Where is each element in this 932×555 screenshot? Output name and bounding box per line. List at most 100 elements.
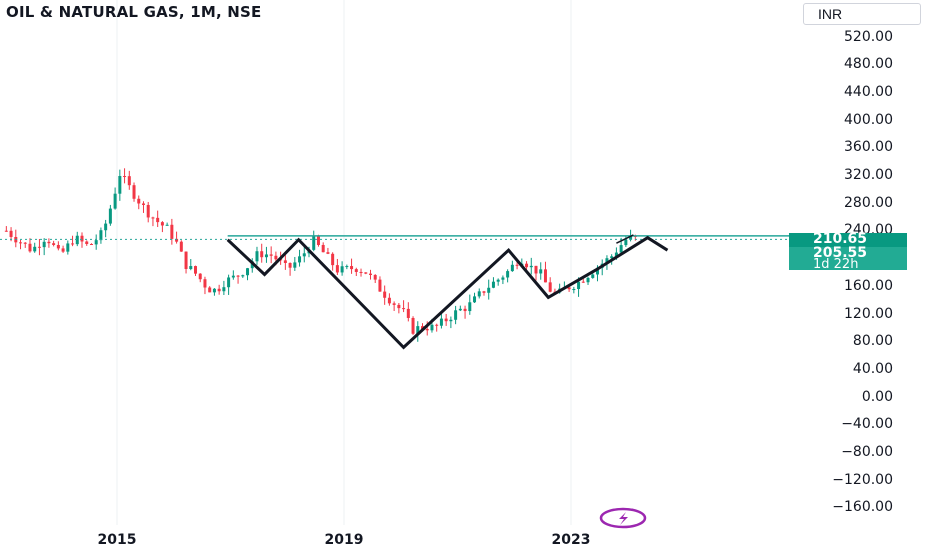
candle-body (37, 246, 41, 248)
candle-body (321, 244, 325, 253)
candle-body (543, 269, 547, 283)
candle-body (61, 248, 65, 252)
candle-body (47, 241, 51, 244)
candle-body (316, 236, 320, 245)
candle-body (208, 287, 212, 293)
candle-body (331, 253, 335, 266)
candle-body (591, 274, 595, 278)
candle-body (335, 265, 339, 273)
candle-body (567, 287, 571, 290)
candle-body (137, 198, 141, 204)
candle-body (104, 223, 108, 231)
candle-body (605, 258, 609, 264)
candle-body (184, 251, 188, 269)
candle-body (28, 243, 32, 252)
candle-body (416, 326, 420, 334)
candle-body (368, 273, 372, 275)
candle-body (108, 208, 112, 224)
candle-body (189, 266, 193, 269)
candle-body (231, 275, 235, 278)
candle-body (165, 224, 169, 226)
candle-body (194, 266, 198, 274)
candle-body (217, 288, 221, 292)
candle-body (572, 289, 576, 291)
candle-body (468, 302, 472, 312)
candle-body (586, 277, 590, 283)
candle-body (85, 241, 89, 245)
candle-body (577, 281, 581, 290)
y-tick-label: 0.00 (862, 389, 893, 405)
candle-body (269, 254, 273, 256)
candle-body (619, 245, 623, 253)
candle-body (624, 239, 628, 246)
current-price-badge: 210.65 (789, 232, 907, 247)
candle-body (33, 246, 37, 252)
candle-body (444, 318, 448, 322)
candle-body (151, 217, 155, 219)
candle-body (397, 304, 401, 309)
candle-body (56, 244, 60, 249)
candle-body (80, 235, 84, 242)
candle-body (392, 303, 396, 305)
last-price-badge: 205.55 1d 22h (789, 245, 907, 271)
y-tick-label: −80.00 (841, 444, 893, 460)
x-tick-label: 2015 (98, 532, 137, 548)
candle-body (506, 271, 510, 278)
candle-body (4, 230, 8, 232)
candle-body (525, 263, 529, 268)
lightning-bolt-icon[interactable] (599, 507, 647, 529)
candle-body (255, 251, 259, 262)
y-tick-label: 320.00 (844, 167, 893, 183)
candle-body (264, 254, 268, 258)
candle-body (212, 288, 216, 293)
candle-body (302, 253, 306, 257)
candle-body (123, 176, 127, 178)
candle-body (113, 193, 117, 209)
pattern-arrow (616, 234, 634, 244)
candle-body (364, 272, 368, 274)
y-tick-label: 120.00 (844, 306, 893, 322)
y-tick-label: −40.00 (841, 416, 893, 432)
candle-body (288, 262, 292, 268)
currency-button[interactable]: INR (803, 3, 921, 25)
candle-body (298, 256, 302, 263)
candle-body (236, 275, 240, 277)
x-tick-label: 2023 (552, 532, 591, 548)
candle-body (491, 281, 495, 288)
candle-body (610, 256, 614, 259)
candle-body (71, 243, 75, 245)
candle-body (435, 324, 439, 326)
candle-body (141, 203, 145, 205)
candle-body (156, 217, 160, 223)
candle-body (52, 243, 56, 245)
x-tick-label: 2019 (325, 532, 364, 548)
candle-body (227, 277, 231, 288)
candle-body (118, 176, 122, 194)
candle-body (94, 240, 98, 245)
candle-body (175, 238, 179, 242)
candle-body (387, 297, 391, 304)
candle-body (283, 260, 287, 263)
candle-body (406, 308, 410, 318)
candle-body (411, 317, 415, 334)
y-tick-label: 80.00 (853, 333, 893, 349)
candle-body (454, 310, 458, 320)
candle-body (430, 324, 434, 331)
y-tick-label: 440.00 (844, 84, 893, 100)
last-close-value: 205.55 (813, 245, 868, 261)
candle-body (402, 308, 406, 310)
candle-body (425, 329, 429, 331)
y-tick-label: 360.00 (844, 139, 893, 155)
y-tick-label: 400.00 (844, 112, 893, 128)
candle-body (179, 241, 183, 252)
candle-body (477, 291, 481, 297)
y-tick-label: 480.00 (844, 56, 893, 72)
candle-body (458, 308, 462, 311)
candle-body (75, 235, 79, 245)
candle-body (501, 277, 505, 280)
candle-body (449, 319, 453, 322)
candle-body (274, 255, 278, 260)
candle-body (629, 235, 633, 240)
